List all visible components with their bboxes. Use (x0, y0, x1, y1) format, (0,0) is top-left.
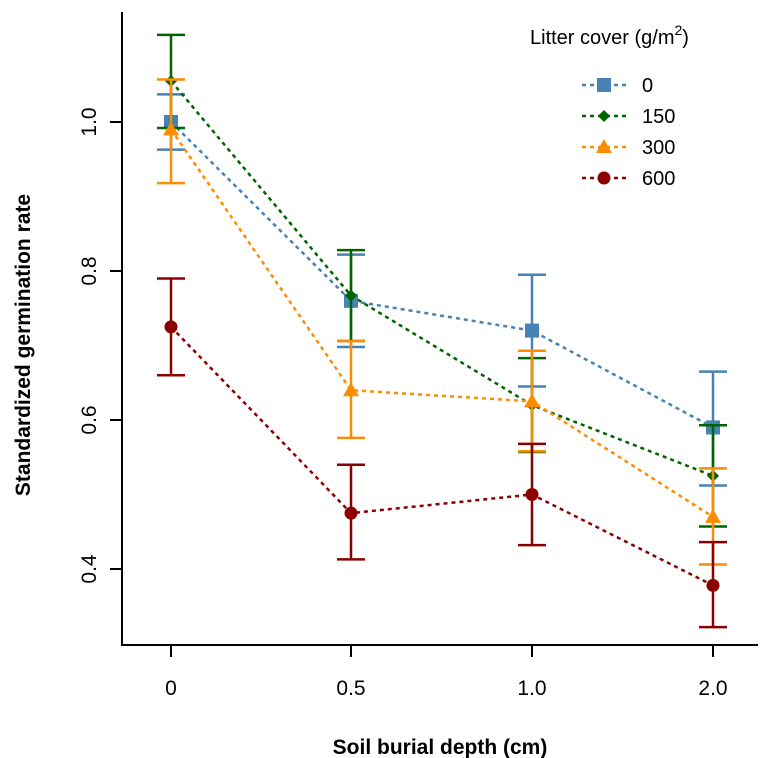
data-point (164, 320, 178, 334)
series-line (169, 128, 714, 518)
data-point (163, 121, 179, 136)
x-tick-label: 1.0 (517, 677, 546, 700)
data-point (343, 382, 359, 397)
y-tick-label: 1.0 (78, 107, 101, 136)
legend-title-prefix: Litter cover (g/m (530, 27, 674, 49)
legend-label: 600 (642, 168, 675, 190)
legend-marker (598, 110, 610, 122)
y-axis-title: Standardized germination rate (12, 194, 35, 496)
data-point (344, 506, 358, 520)
legend: Litter cover (g/m2) 0 150 300 600 (530, 22, 689, 190)
y-tick-label: 0.6 (78, 405, 101, 434)
legend-label: 150 (642, 106, 675, 128)
x-tick-label: 0 (165, 677, 177, 700)
y-ticks: 0.4 0.6 0.8 1.0 (78, 107, 122, 584)
legend-label: 0 (642, 75, 653, 97)
axes: 0.4 0.6 0.8 1.0 0 0.5 1.0 2.0 (78, 12, 758, 700)
legend-label: 300 (642, 137, 675, 159)
legend-marker (596, 139, 612, 153)
legend-item: 150 (582, 106, 675, 128)
data-point (706, 578, 720, 592)
legend-title-superscript: 2 (674, 22, 682, 38)
x-tick-label: 2.0 (698, 677, 727, 700)
x-axis-title: Soil burial depth (cm) (333, 736, 548, 758)
legend-marker (597, 171, 611, 185)
legend-items: 0 150 300 600 (582, 75, 675, 190)
legend-item: 0 (582, 75, 653, 97)
series-line (170, 121, 714, 429)
data-point (345, 289, 357, 302)
data-point (525, 488, 539, 501)
legend-title-suffix: ) (682, 27, 689, 49)
series-600 (157, 277, 727, 629)
legend-item: 600 (582, 168, 675, 190)
y-tick-label: 0.8 (78, 256, 101, 285)
legend-title: Litter cover (g/m2) (530, 22, 689, 49)
plot-area (157, 33, 727, 629)
data-point (524, 393, 540, 408)
x-tick-label: 0.5 (336, 677, 365, 700)
y-tick-label: 0.4 (78, 554, 101, 584)
x-ticks: 0 0.5 1.0 2.0 (165, 645, 728, 700)
data-point (705, 508, 721, 523)
series-line (170, 80, 714, 478)
legend-marker (597, 78, 611, 92)
series-line (170, 326, 714, 587)
data-point (525, 323, 539, 338)
legend-item: 300 (582, 137, 675, 159)
